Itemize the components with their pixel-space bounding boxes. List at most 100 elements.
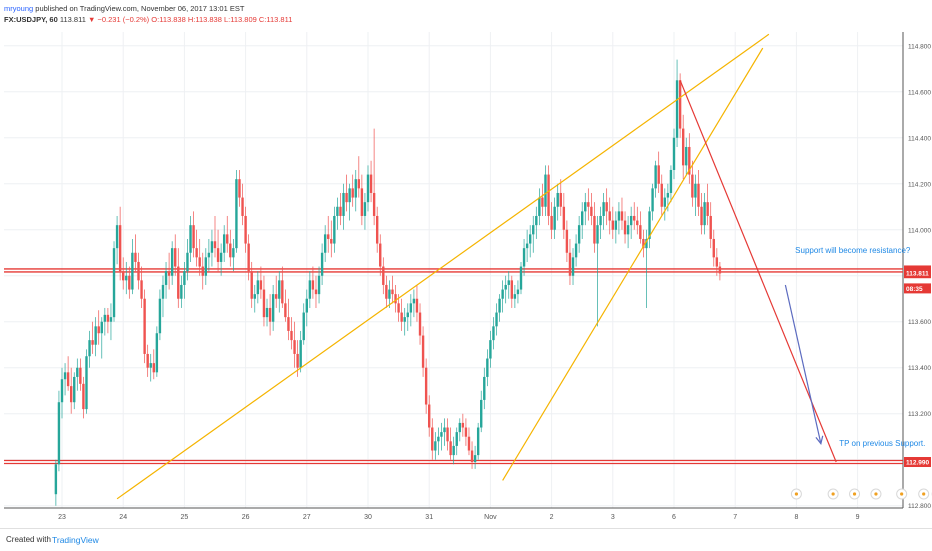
candle-body [143, 298, 146, 354]
candle-body [290, 330, 293, 341]
candle-body [605, 202, 608, 212]
candle-body [504, 284, 507, 290]
candle-body [522, 248, 526, 267]
candle-body [718, 266, 722, 274]
candle-body [550, 215, 553, 230]
candle-body [483, 376, 486, 400]
candle-body [639, 225, 642, 239]
candle-body [691, 174, 694, 198]
candle-body [85, 356, 88, 410]
x-tick-label: 27 [303, 514, 311, 521]
candle-body [602, 202, 605, 216]
candle-body [577, 225, 581, 244]
candle-body [354, 179, 357, 198]
candle-body [397, 303, 400, 313]
candle-body [486, 358, 489, 377]
candle-body [259, 280, 263, 290]
candle-body [571, 257, 575, 276]
candle-body [348, 188, 351, 203]
candle-body [629, 215, 633, 226]
footer-bar: Created with TradingView [0, 528, 932, 551]
tradingview-logo[interactable]: TradingView [52, 535, 99, 545]
candle-body [339, 206, 342, 216]
candle-body [256, 280, 260, 295]
candle-body [400, 312, 403, 322]
price-chart[interactable]: 112.800113.000113.200113.400113.600113.8… [0, 0, 932, 528]
trendline[interactable] [784, 284, 822, 444]
candle-body [489, 340, 492, 359]
candle-body [452, 445, 455, 456]
candle-body [428, 404, 431, 428]
candle-body [118, 225, 122, 272]
candle-body [636, 220, 639, 226]
author-link[interactable]: mryoung [4, 4, 34, 13]
candle-body [170, 248, 174, 276]
candle-body [342, 192, 345, 216]
candle-body [437, 436, 440, 442]
candle-body [305, 298, 308, 313]
event-dot-icon [852, 492, 857, 496]
y-tick-label: 113.200 [908, 411, 931, 418]
candle-body [645, 238, 648, 249]
candle-body [369, 174, 373, 193]
candle-body [265, 307, 269, 318]
candle-body [581, 211, 584, 226]
candle-body [271, 294, 275, 322]
candle-body [204, 257, 208, 276]
candle-body [648, 211, 651, 239]
price-tag-label: 113.811 [906, 271, 929, 278]
x-tick-label: 23 [58, 514, 66, 521]
trendline[interactable] [502, 47, 764, 481]
candle-body [333, 215, 336, 244]
candle-body [66, 372, 70, 387]
candle-body [700, 206, 703, 226]
price-tag-label: 08:35 [906, 286, 923, 293]
last-price: 113.811 [59, 15, 86, 24]
candle-body [235, 179, 238, 249]
x-tick-label: Nov [484, 514, 497, 521]
candle-body [357, 179, 361, 189]
candle-body [149, 363, 152, 368]
candle-body [201, 266, 204, 276]
candle-body [703, 202, 706, 226]
candle-body [467, 436, 471, 451]
candle-body [443, 427, 446, 433]
candle-body [244, 215, 247, 244]
candle-body [216, 248, 220, 262]
candle-body [262, 289, 266, 318]
candle-body [406, 312, 409, 318]
chart-annotation[interactable]: Support will become resistance? [795, 246, 911, 255]
y-tick-label: 113.400 [908, 365, 931, 372]
candle-body [525, 243, 529, 249]
candle-body [418, 312, 422, 336]
candle-body [152, 363, 155, 373]
trendline[interactable] [116, 33, 770, 500]
candle-body [538, 197, 541, 216]
chart-annotation[interactable]: TP on previous Support. [839, 439, 925, 448]
candle-body [449, 441, 452, 456]
candle-body [681, 128, 685, 166]
candle-body [660, 183, 663, 207]
candle-body [229, 243, 232, 258]
candle-body [620, 211, 624, 221]
candle-body [76, 367, 79, 377]
candle-body [706, 202, 709, 216]
candle-body [54, 464, 58, 495]
y-tick-label: 113.600 [908, 319, 931, 326]
candle-body [268, 307, 272, 322]
candle-body [278, 280, 281, 299]
candle-body [669, 169, 673, 193]
candle-body [161, 284, 165, 299]
candle-body [109, 317, 113, 322]
x-tick-label: 30 [364, 514, 372, 521]
candle-body [281, 280, 284, 304]
candle-body [363, 202, 367, 216]
chart-header: mryoung published on TradingView.com, No… [4, 3, 624, 31]
candle-body [590, 206, 593, 216]
candle-body [327, 234, 330, 239]
candle-body [562, 206, 566, 230]
candle-body [210, 241, 214, 253]
candle-body [125, 275, 128, 281]
candle-body [320, 252, 324, 276]
candle-body [88, 340, 91, 357]
